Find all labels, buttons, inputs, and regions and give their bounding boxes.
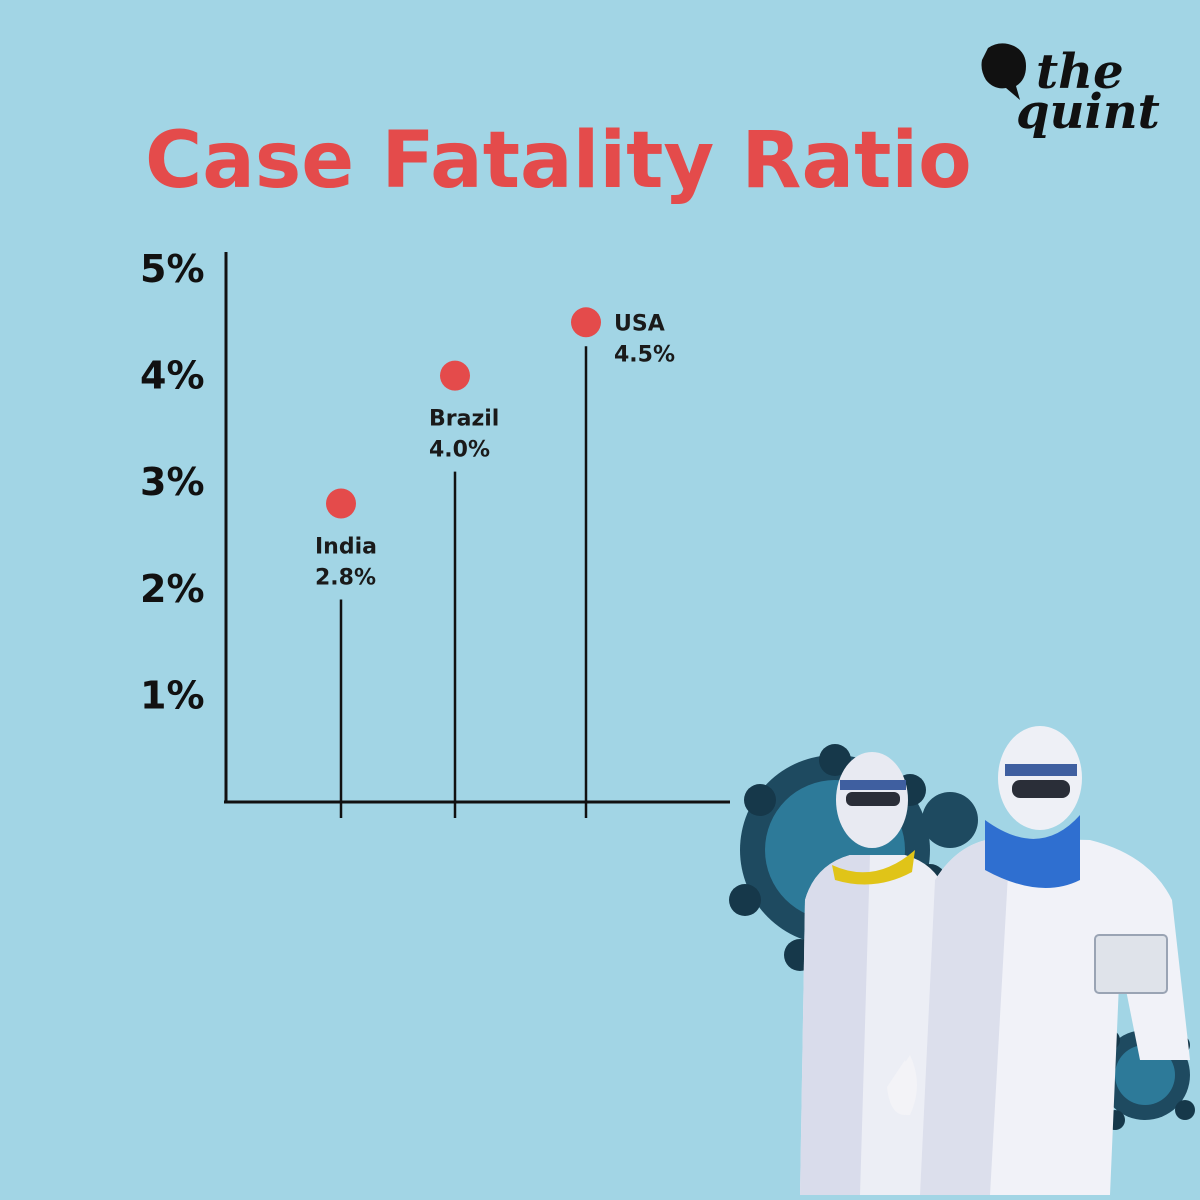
value-label: 4.5% [614, 342, 675, 367]
data-point-usa [571, 307, 601, 338]
brand-logo: the quint [981, 43, 1160, 140]
value-label: 4.0% [429, 438, 490, 463]
y-tick-label: 2% [140, 567, 205, 611]
virus-particle-icon [922, 792, 978, 848]
y-tick-label: 1% [140, 673, 205, 717]
value-label: 2.8% [315, 566, 376, 591]
category-label: USA [614, 311, 665, 336]
y-tick-label: 3% [140, 460, 205, 504]
data-point-india [326, 488, 356, 519]
health-worker-right [890, 726, 1190, 1195]
data-point-brazil [440, 360, 470, 391]
y-tick-labels: 1% 2% 3% 4% 5% [140, 247, 205, 717]
y-tick-label: 5% [140, 247, 205, 291]
category-label: India [315, 535, 377, 560]
data-marks: India 2.8% Brazil 4.0% USA 4.5% [315, 307, 675, 818]
health-worker-left [800, 752, 955, 1195]
category-label: Brazil [429, 407, 499, 432]
chart-title: Case Fatality Ratio [145, 116, 972, 206]
y-tick-label: 4% [140, 354, 205, 398]
brand-line-2: quint [1016, 84, 1160, 140]
brand-line-1: the [1036, 44, 1124, 100]
health-workers-illustration [729, 726, 1195, 1195]
speech-bubble-icon [981, 43, 1026, 100]
